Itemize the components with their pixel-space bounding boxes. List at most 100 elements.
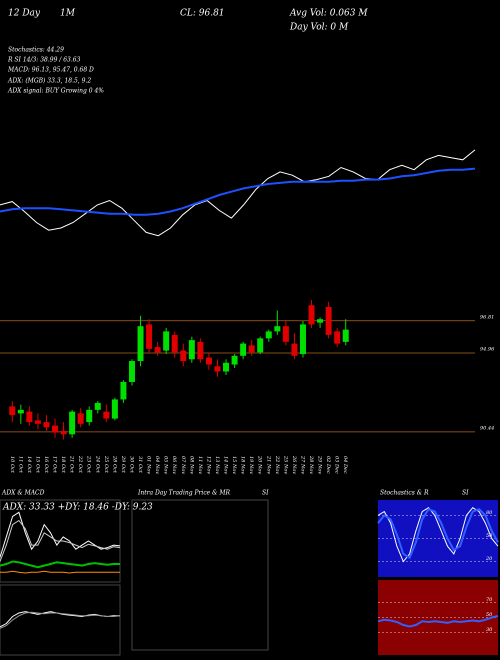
x-tick-label: 30 Oct	[128, 456, 134, 474]
x-tick-label: 29 Nov	[317, 455, 323, 474]
y-tick-label: 70	[486, 597, 493, 603]
x-tick-label: 22 Oct	[77, 455, 83, 474]
adx-signal: ADX signal: BUY Growing 0 4%	[7, 88, 104, 95]
candle-body	[248, 345, 255, 353]
candle-body	[299, 324, 306, 355]
x-tick-label: 12 Nov	[205, 456, 211, 474]
candle-body	[308, 305, 315, 325]
panel-annotation: ADX: 33.33 +DY: 18.46 -DY: 9.23	[2, 503, 153, 513]
candle-body	[334, 331, 341, 344]
x-tick-label: 11 Oct	[17, 456, 23, 474]
x-tick-label: 13 Nov	[214, 456, 220, 474]
x-tick-label: 25 Oct	[103, 455, 109, 474]
series-line	[0, 511, 121, 558]
series-line	[0, 149, 476, 237]
series-line	[0, 611, 120, 628]
candle-body	[77, 413, 84, 424]
candle-body	[120, 381, 127, 400]
candle-body	[43, 422, 50, 428]
series-line	[377, 507, 499, 560]
series-line	[0, 570, 120, 574]
candle-body	[9, 406, 16, 416]
series-line	[377, 507, 499, 563]
candle-body	[205, 357, 212, 365]
candle-body	[103, 411, 110, 419]
x-tick-label: 16 Oct	[43, 456, 49, 474]
x-tick-label: 04 Dec	[342, 456, 348, 474]
x-tick-label: 15 Nov	[231, 456, 237, 474]
day: 12 Day	[8, 9, 41, 19]
candle-body	[60, 430, 67, 435]
y-tick-label: 96.81	[480, 314, 494, 320]
x-tick-label: 25 Nov	[282, 455, 288, 474]
candle-body	[69, 411, 76, 435]
candle-body	[223, 362, 230, 372]
adx: ADX: (MGB) 33.3, 18.5, 9.2	[7, 78, 91, 85]
y-tick-label: 50	[486, 612, 493, 618]
x-tick-label: 21 Oct	[69, 455, 75, 474]
x-tick-label: 21 Nov	[265, 455, 271, 474]
y-tick-label: 50	[486, 533, 493, 539]
candle-body	[240, 343, 247, 356]
x-tick-label: 01 Nov	[146, 456, 152, 474]
x-tick-label: 24 Oct	[94, 455, 100, 474]
candle-body	[154, 347, 161, 353]
candle-body	[180, 350, 187, 362]
x-tick-label: 19 Nov	[248, 456, 254, 474]
series-line	[0, 611, 121, 629]
panel-frame	[0, 584, 121, 656]
x-tick-label: 08 Nov	[188, 456, 194, 474]
candle-body	[197, 341, 204, 360]
candle-body	[52, 425, 59, 433]
x-tick-label: 31 Oct	[137, 456, 143, 474]
candle-body	[34, 420, 41, 424]
x-tick-label: 26 Nov	[291, 455, 297, 474]
candle-body	[146, 324, 153, 349]
x-tick-label: 23 Oct	[86, 455, 92, 474]
series-line	[377, 615, 499, 628]
x-tick-label: 27 Nov	[299, 455, 305, 474]
candle-body	[94, 402, 101, 410]
avg-vol: Avg Vol: 0.063 M	[289, 9, 368, 19]
x-tick-label: 29 Oct	[120, 455, 126, 474]
panel-title: ADX & MACD	[1, 490, 45, 497]
x-tick-label: 20 Nov	[257, 455, 263, 474]
y-tick-label: 90.44	[480, 425, 494, 431]
y-tick-label: 30	[486, 627, 493, 633]
x-tick-label: 28 Nov	[308, 455, 314, 474]
panel-frame	[131, 499, 269, 651]
x-tick-label: 05 Nov	[163, 456, 169, 474]
x-tick-label: 17 Oct	[52, 456, 58, 474]
candle-body	[325, 306, 332, 335]
y-tick-label: 80	[486, 510, 493, 516]
candle-body	[257, 338, 264, 353]
x-tick-label: 06 Nov	[171, 456, 177, 474]
candle-body	[214, 366, 221, 372]
x-tick-label: 14 Nov	[223, 456, 229, 474]
y-tick-label: 94.96	[480, 347, 495, 353]
series-line	[0, 560, 120, 569]
x-tick-label: 02 Dec	[325, 456, 331, 474]
candle-body	[282, 326, 289, 342]
panel-title: SI	[262, 490, 269, 497]
x-tick-label: 22 Nov	[274, 455, 280, 474]
candle-body	[317, 319, 324, 323]
candle-body	[128, 361, 135, 382]
x-tick-label: 04 Nov	[154, 456, 160, 474]
x-tick-label: 10 Oct	[9, 456, 15, 474]
rsi: R SI 14/3: 38.99 / 63.63	[7, 57, 81, 64]
panel-title: Intra Day Trading Price & MR	[137, 490, 231, 497]
y-tick-label: 20	[485, 556, 493, 562]
candle-body	[137, 326, 144, 362]
candle-body	[265, 331, 272, 339]
macd: MACD: 96.13, 95.47, 0.68 D	[7, 67, 94, 74]
candle-body	[291, 343, 298, 356]
candle-body	[111, 399, 118, 419]
candle-body	[26, 411, 33, 423]
candle-body	[274, 326, 281, 332]
x-tick-label: 18 Nov	[240, 456, 246, 474]
day-vol: Day Vol: 0 M	[289, 23, 349, 33]
candle-body	[231, 355, 238, 365]
x-tick-label: 18 Oct	[60, 456, 66, 474]
